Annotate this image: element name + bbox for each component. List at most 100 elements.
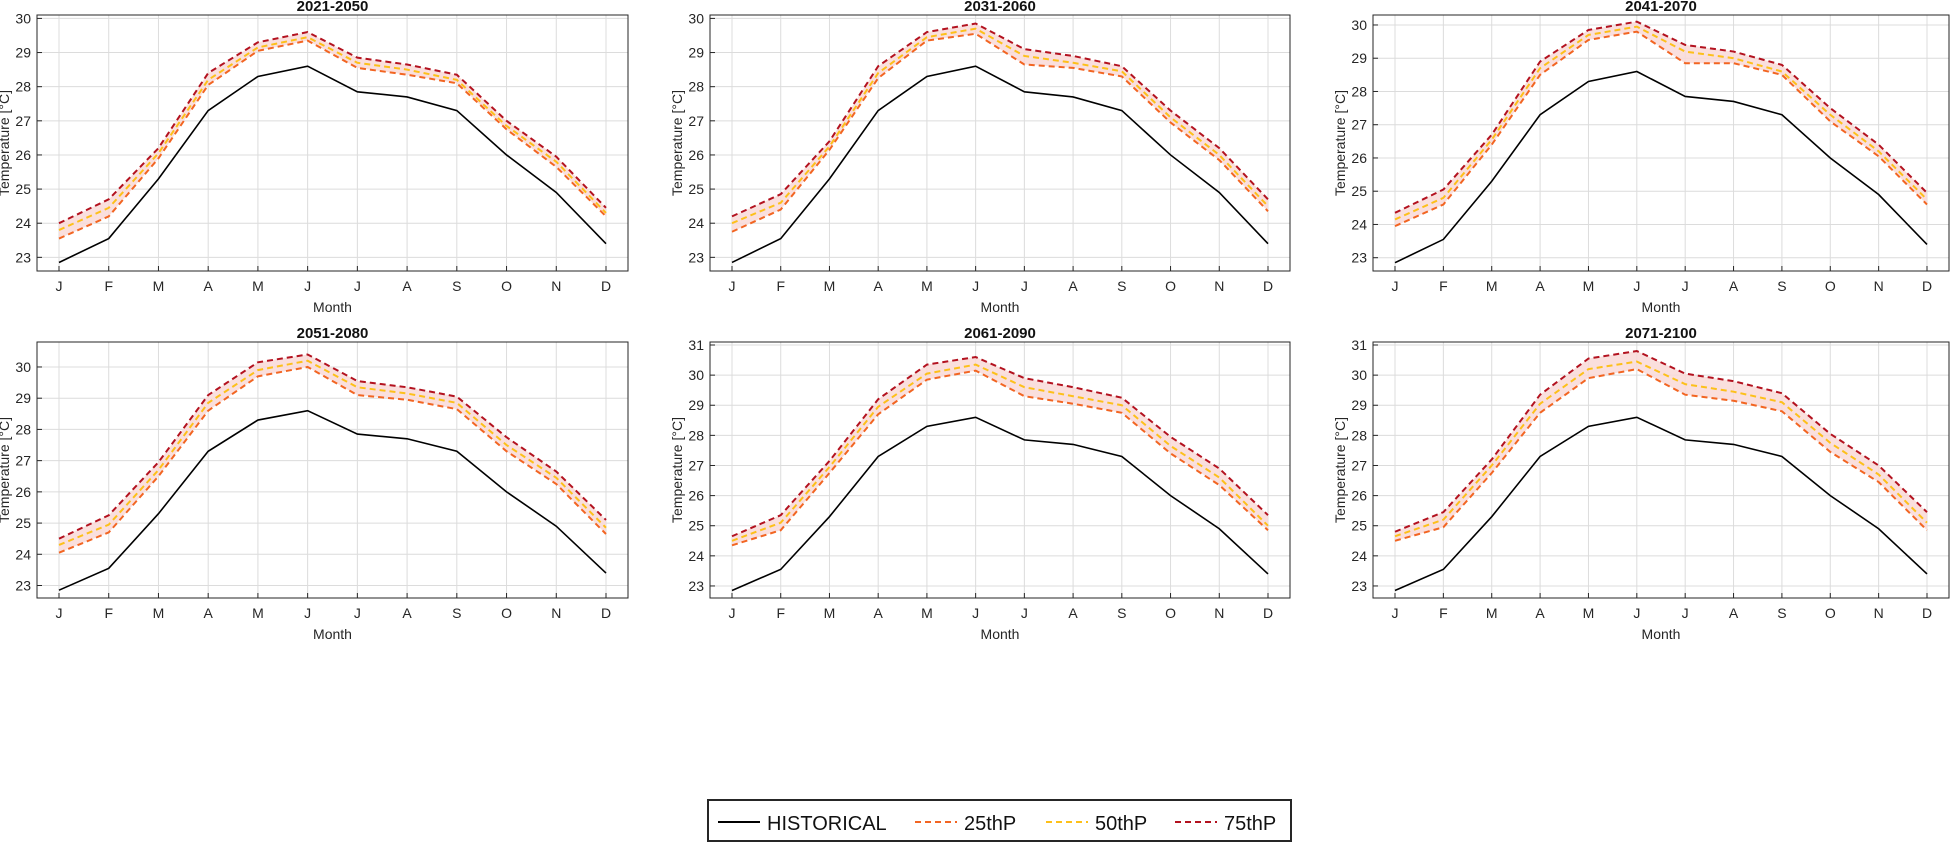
x-axis-label: Month	[313, 626, 352, 642]
y-tick-label: 25	[1351, 518, 1367, 534]
x-tick-label: M	[252, 605, 264, 621]
x-tick-label: J	[56, 605, 63, 621]
axes-frame	[36, 14, 629, 272]
plot-area	[710, 342, 1290, 598]
x-tick-label: S	[1117, 605, 1126, 621]
x-axis-label: Month	[981, 626, 1020, 642]
plot-area	[710, 15, 1290, 271]
y-tick-label: 26	[1351, 150, 1367, 166]
x-tick-label: M	[153, 605, 165, 621]
y-tick-label: 24	[688, 548, 704, 564]
y-tick-label: 25	[15, 181, 31, 197]
x-tick-label: J	[1633, 605, 1640, 621]
y-tick-label: 24	[1351, 216, 1367, 232]
x-tick-label: M	[252, 278, 264, 294]
y-tick-label: 31	[1351, 337, 1367, 353]
y-tick-label: 28	[15, 79, 31, 95]
chart-panel-2061-2090: J F M A M J J A S O N D 23 24 25 26 27 28 29 30 31 2061-2090 M…	[669, 325, 1291, 642]
series-line-historical	[731, 416, 1269, 592]
chart-panel-2041-2070: J F M A M J J A S O N D 23 24 25 26 27 28 29 30 2041-2070 Mon…	[1332, 0, 1950, 315]
x-tick-label: D	[601, 278, 611, 294]
x-tick-label: M	[1486, 278, 1498, 294]
x-tick-label: F	[1439, 278, 1448, 294]
chart-title: 2051-2080	[297, 325, 369, 342]
series-line-25thp	[58, 365, 607, 554]
y-tick-label: 24	[688, 215, 704, 231]
x-tick-label: J	[972, 278, 979, 294]
y-tick-label: 31	[688, 337, 704, 353]
x-tick-label: J	[354, 278, 361, 294]
series-line-historical	[1394, 70, 1928, 264]
plot-area	[37, 342, 628, 598]
x-tick-label: F	[1439, 605, 1448, 621]
x-tick-label: M	[153, 278, 165, 294]
chart-panel-2021-2050: J F M A M J J A S O N D 23 24 25 26 27 28 29 30 2021-2050 Mon…	[0, 0, 629, 315]
percentile-band	[59, 354, 606, 553]
y-tick-label: 30	[688, 367, 704, 383]
series-line-50thp	[731, 27, 1269, 225]
x-tick-label: J	[304, 605, 311, 621]
x-tick-label: D	[1922, 605, 1932, 621]
x-tick-label: D	[1922, 278, 1932, 294]
x-tick-label: O	[1825, 278, 1836, 294]
y-tick-label: 25	[1351, 183, 1367, 199]
y-tick-label: 28	[1351, 427, 1367, 443]
y-tick-label: 28	[1351, 83, 1367, 99]
x-tick-label: S	[1777, 605, 1786, 621]
x-tick-label: F	[776, 278, 785, 294]
y-tick-label: 29	[1351, 397, 1367, 413]
series-line-25thp	[1394, 368, 1928, 542]
plot-area	[1373, 342, 1949, 598]
chart-title: 2071-2100	[1625, 325, 1697, 342]
percentile-band	[732, 357, 1268, 546]
series-line-75thp	[731, 356, 1269, 538]
y-tick-label: 27	[1351, 457, 1367, 473]
chart-title: 2061-2090	[964, 325, 1036, 342]
percentile-band	[1395, 351, 1927, 541]
x-tick-label: A	[1535, 278, 1545, 294]
series-line-75thp	[58, 353, 607, 540]
x-tick-label: A	[1535, 605, 1545, 621]
series-line-25thp	[731, 32, 1269, 233]
x-tick-label: J	[1682, 605, 1689, 621]
x-tick-label: A	[1068, 605, 1078, 621]
y-axis-label: Temperature [°C]	[1332, 417, 1348, 523]
series-line-50thp	[58, 36, 607, 231]
x-tick-label: O	[1165, 605, 1176, 621]
x-tick-label: A	[874, 278, 884, 294]
y-tick-label: 27	[688, 457, 704, 473]
series-line-historical	[1394, 416, 1928, 592]
x-axis-label: Month	[1642, 626, 1681, 642]
legend-label-historical: HISTORICAL	[767, 813, 887, 835]
y-tick-label: 27	[688, 113, 704, 129]
x-tick-label: A	[402, 278, 412, 294]
x-tick-label: A	[402, 605, 412, 621]
x-tick-label: F	[776, 605, 785, 621]
y-axis-label: Temperature [°C]	[0, 417, 12, 523]
x-tick-label: M	[824, 278, 836, 294]
x-tick-label: F	[104, 278, 113, 294]
x-tick-label: S	[452, 605, 461, 621]
y-tick-label: 30	[688, 10, 704, 26]
y-tick-label: 26	[15, 147, 31, 163]
x-tick-label: J	[1021, 605, 1028, 621]
y-tick-label: 26	[688, 147, 704, 163]
axes-frame	[709, 341, 1291, 599]
x-tick-label: N	[551, 278, 561, 294]
chart-title: 2041-2070	[1625, 0, 1697, 15]
x-tick-label: J	[972, 605, 979, 621]
series-line-75thp	[731, 22, 1269, 218]
x-tick-label: A	[204, 605, 214, 621]
x-tick-label: S	[1777, 278, 1786, 294]
series-line-historical	[731, 65, 1269, 264]
x-tick-label: O	[501, 605, 512, 621]
series-line-historical	[58, 65, 607, 264]
y-tick-label: 30	[15, 359, 31, 375]
percentile-band	[1395, 21, 1927, 227]
x-axis-label: Month	[1642, 299, 1681, 315]
y-tick-label: 23	[688, 249, 704, 265]
axes-frame	[1372, 341, 1950, 599]
series-line-50thp	[1394, 360, 1928, 538]
x-tick-label: M	[1583, 278, 1595, 294]
